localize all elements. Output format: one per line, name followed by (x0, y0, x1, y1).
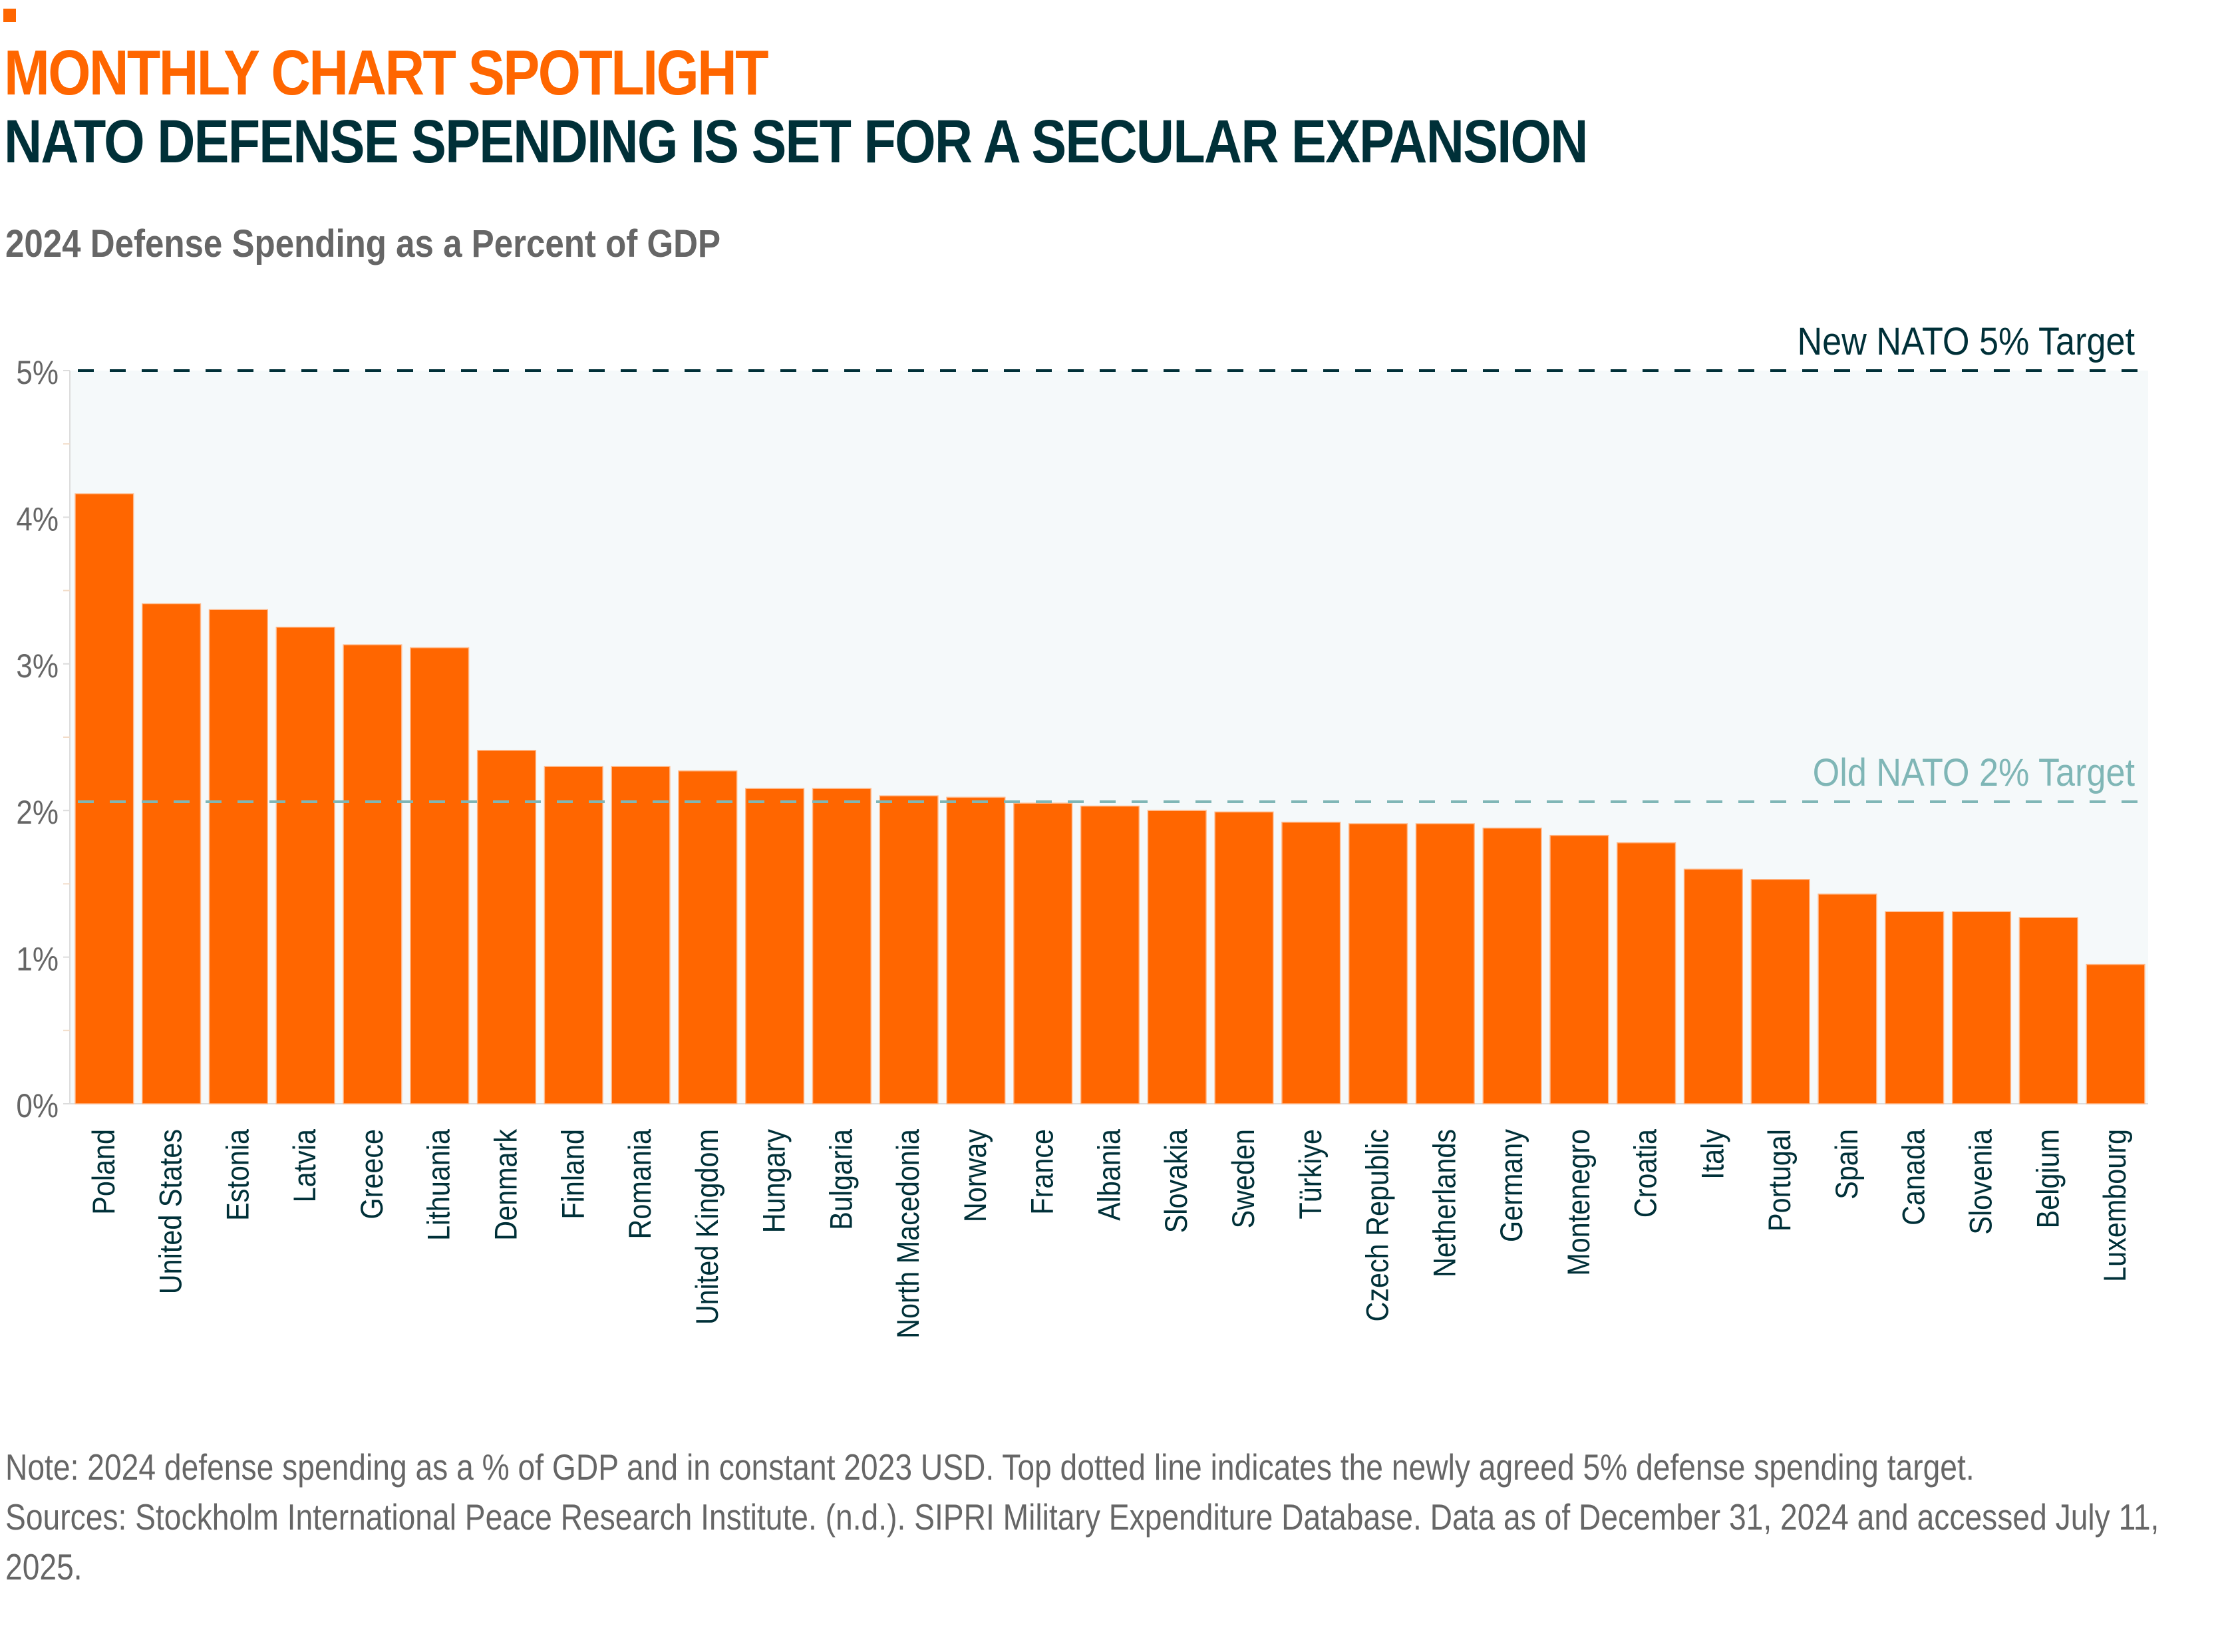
bar-finland (544, 766, 603, 1104)
page-title: NATO DEFENSE SPENDING IS SET FOR A SECUL… (4, 108, 1588, 176)
bar-canada (1885, 911, 1945, 1104)
bar-united-states (142, 603, 202, 1104)
x-tick-label: Montenegro (1561, 1129, 1596, 1276)
x-tick-label: Belgium (2031, 1129, 2066, 1228)
bar-bulgaria (812, 788, 871, 1104)
x-tick-label: France (1025, 1129, 1060, 1215)
bar-belgium (2018, 917, 2078, 1104)
x-tick-label: Lithuania (422, 1129, 456, 1241)
x-tick-label: Bulgaria (824, 1129, 859, 1230)
bar-italy (1683, 868, 1744, 1104)
x-tick-label: Romania (623, 1129, 658, 1239)
bar-chart: 0% 1% 2% 3% 4% 5% New NATO 5% Target Old NATO … (16, 319, 2148, 1339)
bar-latvia (275, 626, 335, 1104)
y-tick-label: 2% (16, 794, 59, 831)
bar-slovenia (1951, 911, 2012, 1104)
bar-hungary (744, 788, 805, 1104)
y-tick-label: 1% (16, 940, 59, 977)
bar-estonia (208, 609, 268, 1104)
x-tick-label: Czech Republic (1360, 1129, 1395, 1322)
reference-lines: New NATO 5% Target Old NATO 2% Target (78, 319, 2148, 803)
x-tick-label: Sweden (1227, 1129, 1261, 1228)
x-tick-label: Greece (355, 1129, 390, 1220)
footnote-sources: Sources: Stockholm International Peace R… (5, 1496, 2159, 1587)
bar-slovakia (1147, 810, 1207, 1104)
bar-portugal (1750, 879, 1810, 1104)
x-tick-label: United Kingdom (690, 1129, 724, 1325)
x-tick-label: Latvia (288, 1129, 323, 1203)
x-tick-label: Poland (86, 1129, 121, 1215)
bar-sweden (1214, 811, 1274, 1104)
x-tick-label: Finland (556, 1129, 591, 1220)
bars (75, 493, 2145, 1104)
x-tick-label: Netherlands (1428, 1129, 1462, 1277)
x-tick-label: Luxembourg (2098, 1129, 2133, 1282)
x-tick-label: Canada (1897, 1129, 1931, 1226)
bar-netherlands (1415, 823, 1475, 1104)
y-tick-label: 5% (16, 353, 59, 391)
bar-germany (1482, 827, 1542, 1104)
x-tick-label: Italy (1696, 1128, 1730, 1180)
bar-norway (946, 796, 1006, 1104)
x-tick-label: Slovakia (1160, 1129, 1194, 1234)
bar-czech-republic (1348, 823, 1408, 1104)
bar-greece (343, 644, 402, 1104)
x-tick-label: Germany (1495, 1128, 1529, 1242)
new-target-label: New NATO 5% Target (1797, 319, 2135, 363)
bar-t-rkiye (1281, 822, 1341, 1104)
footnote: Note: 2024 defense spending as a % of GD… (5, 1442, 2185, 1592)
x-tick-label: Estonia (221, 1129, 255, 1221)
bar-lithuania (410, 647, 470, 1104)
x-tick-label: Spain (1830, 1129, 1865, 1200)
bar-denmark (476, 750, 537, 1104)
x-tick-label: Denmark (489, 1128, 524, 1241)
accent-square (3, 9, 16, 22)
x-tick-label: Hungary (757, 1128, 792, 1233)
bar-poland (75, 493, 134, 1104)
x-tick-label: Albania (1092, 1129, 1127, 1221)
y-tick-label: 0% (16, 1086, 59, 1124)
x-tick-label: Türkiye (1293, 1129, 1328, 1220)
bar-croatia (1617, 842, 1676, 1104)
x-axis-labels: Poland United States Estonia Latvia Greece Li… (86, 1128, 2132, 1339)
footnote-note: Note: 2024 defense spending as a % of GD… (5, 1446, 1975, 1488)
bar-spain (1818, 894, 1877, 1104)
kicker-heading: MONTHLY CHART SPOTLIGHT (4, 37, 769, 108)
y-tick-label: 4% (16, 500, 59, 538)
bar-united-kingdom (678, 770, 738, 1104)
y-axis-ticks: 0% 1% 2% 3% 4% 5% (16, 353, 70, 1124)
x-tick-label: Slovenia (1964, 1129, 1998, 1235)
x-tick-label: Norway (958, 1128, 993, 1222)
x-tick-label: Croatia (1629, 1129, 1663, 1218)
bar-romania (611, 766, 671, 1104)
bar-north-macedonia (879, 795, 939, 1104)
bar-france (1013, 802, 1073, 1104)
bar-luxembourg (2086, 963, 2145, 1104)
x-tick-label: North Macedonia (891, 1129, 926, 1339)
x-tick-label: United States (154, 1129, 188, 1294)
old-target-label: Old NATO 2% Target (1813, 750, 2135, 794)
x-tick-label: Portugal (1763, 1129, 1798, 1232)
bar-albania (1080, 805, 1140, 1104)
y-tick-label: 3% (16, 647, 59, 684)
chart-subtitle: 2024 Defense Spending as a Percent of GD… (5, 222, 721, 265)
bar-montenegro (1549, 834, 1609, 1104)
